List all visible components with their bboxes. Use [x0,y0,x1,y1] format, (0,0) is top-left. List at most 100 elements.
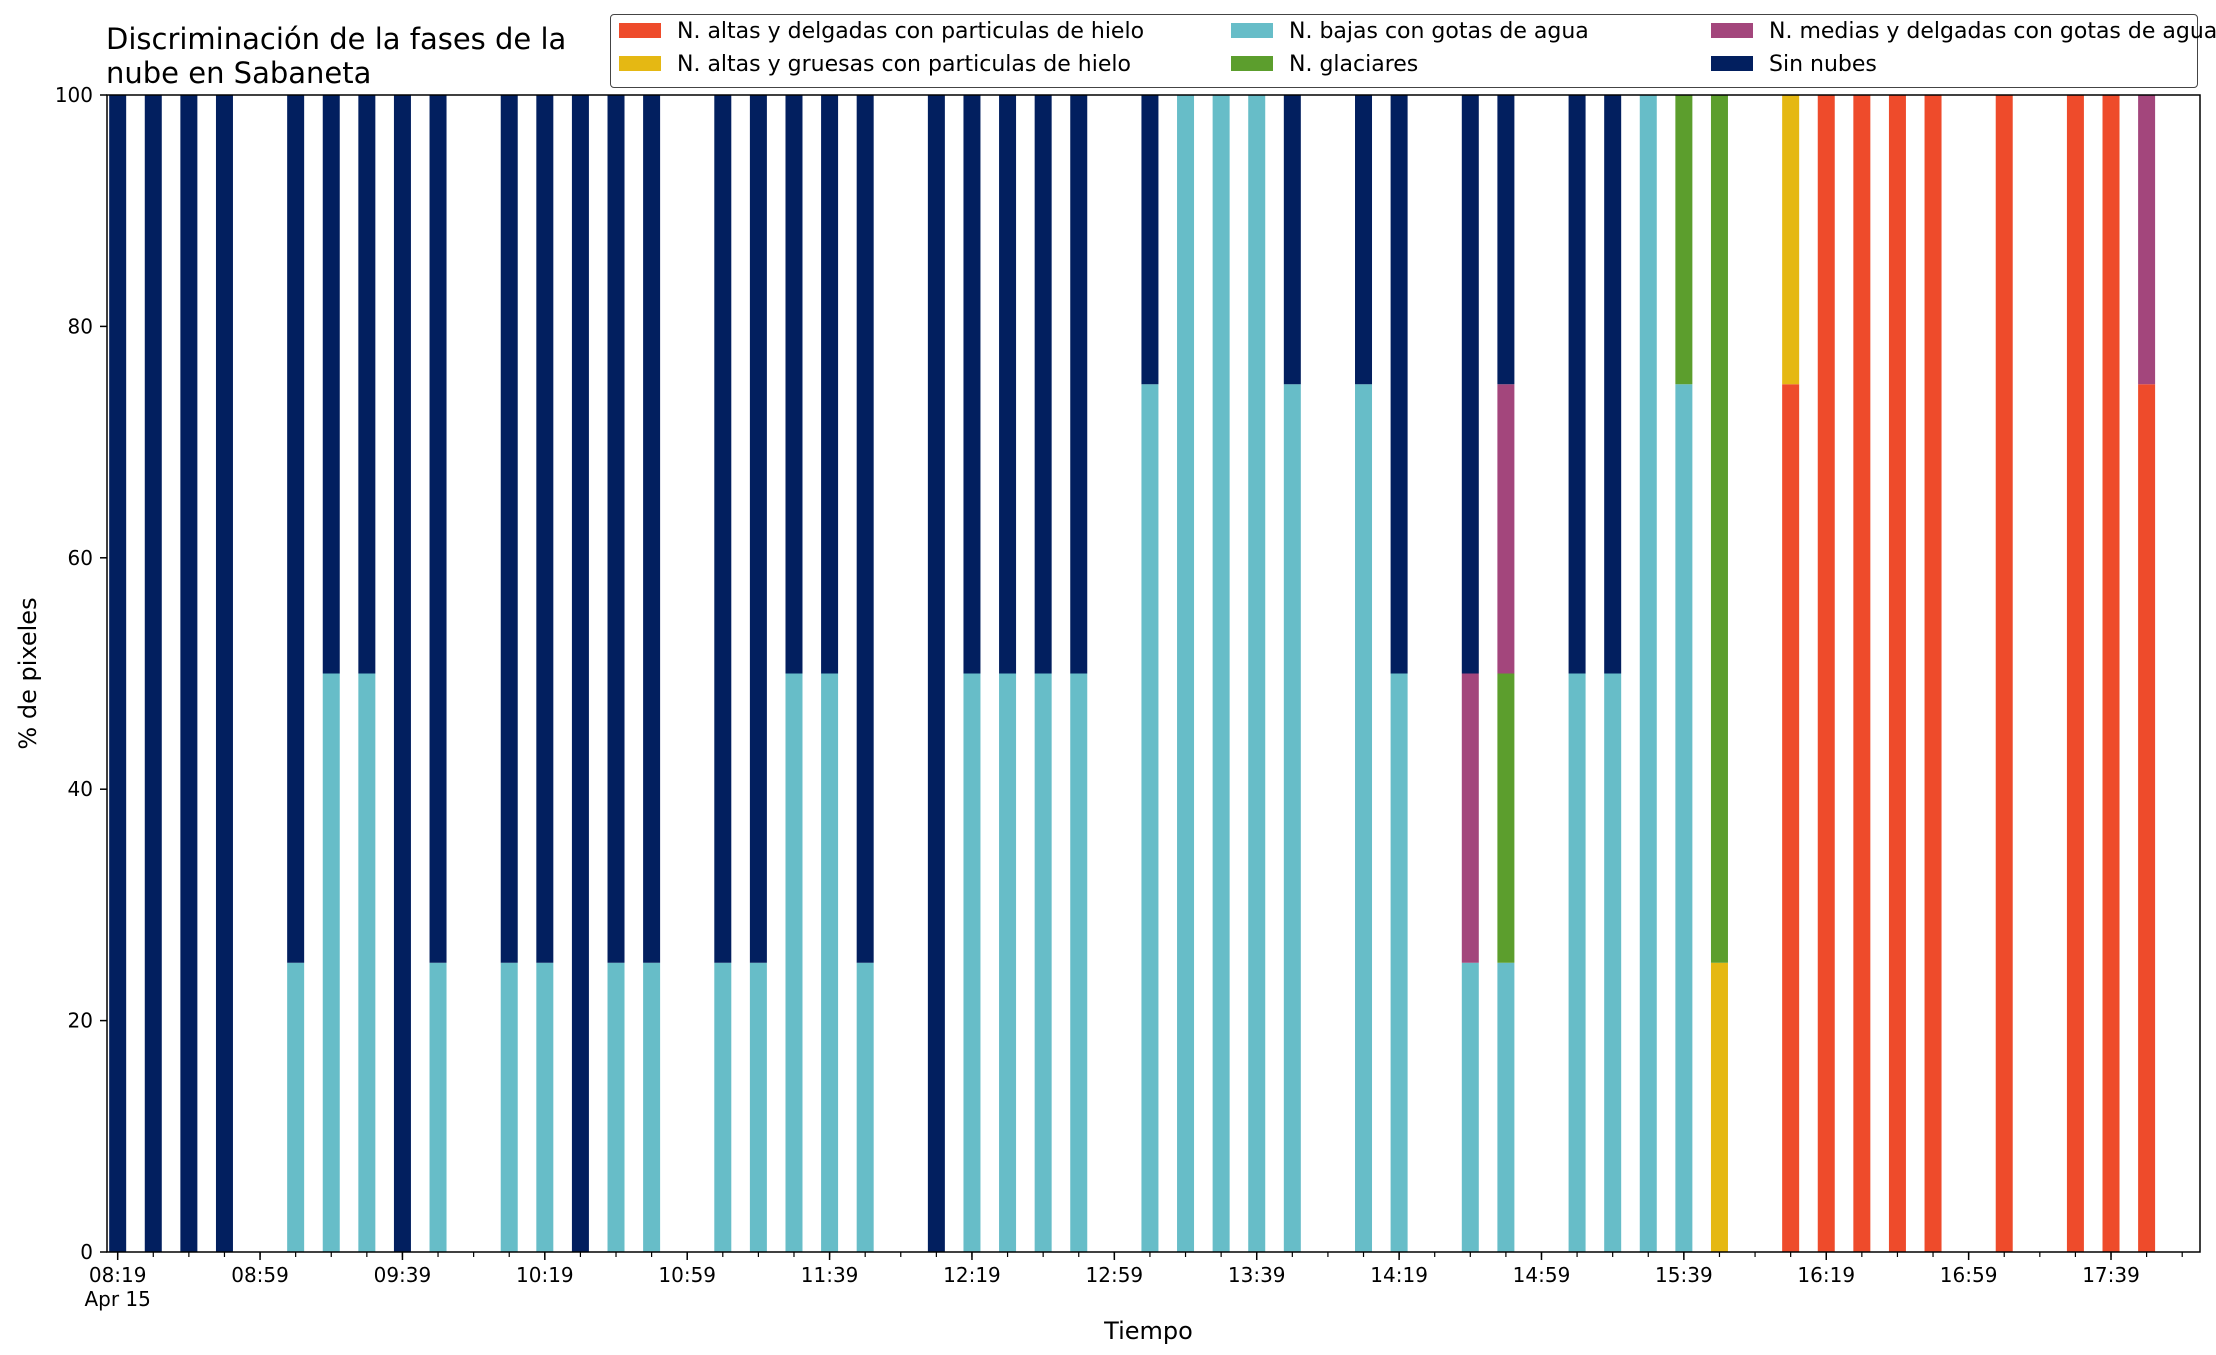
bar-segment [1070,95,1088,674]
bar-segment [1034,673,1052,1252]
bar-segment [927,95,945,1252]
bar-segment [1177,95,1195,1252]
bar-segment [1141,384,1159,1252]
bar-segment [1034,95,1052,674]
plot-frame [106,94,2201,1253]
bar-segment [749,962,767,1252]
bar-segment [536,962,554,1252]
x-tick-label: 09:39 [374,1263,432,1287]
bar-segment [1888,95,1906,1252]
bar-segment [322,673,340,1252]
legend-swatch [1231,22,1273,38]
bar-segment [821,673,839,1252]
bar-segment [287,95,305,963]
bar-segment [1924,95,1942,1252]
bar-segment [785,95,803,674]
bar-segment [607,962,625,1252]
bar-segment [1604,673,1622,1252]
legend-swatch [1711,55,1753,71]
legend-item-altas-delgadas: N. altas y delgadas con particulas de hi… [619,19,1144,45]
x-tick-label: 17:39 [2082,1263,2140,1287]
x-tick-label: 14:19 [1370,1263,1428,1287]
bar-segment [358,673,376,1252]
bar-segment [358,95,376,674]
bar-segment [144,95,162,1252]
bar-segment [999,95,1017,674]
bar-segment [749,95,767,963]
bar-segment [1497,384,1515,674]
bar-segment [1639,95,1657,1252]
bar-segment [2102,95,2120,1252]
bar-segment [1390,673,1408,1252]
bar-segment [393,95,411,1252]
bar-segment [287,962,305,1252]
bar-segment [1604,95,1622,674]
bar-segment [1283,95,1301,385]
bar-segment [714,962,732,1252]
legend-item-altas-gruesas: N. altas y gruesas con particulas de hie… [619,52,1131,78]
x-tick-label: 12:59 [1086,1263,1144,1287]
bar-segment [2138,95,2156,385]
bar-segment [1355,384,1373,1252]
bar-segment [1461,673,1479,963]
bar-segment [1283,384,1301,1252]
bar-segment [1568,673,1586,1252]
x-tick-label: 08:19 [89,1263,147,1287]
bar-segment [1212,95,1230,1252]
legend-label: N. altas y gruesas con particulas de hie… [677,52,1131,77]
x-tick-sublabel: Apr 15 [84,1287,150,1311]
bar-segment [856,95,874,963]
x-tick-label: 08:59 [231,1263,289,1287]
bar-segment [1710,962,1728,1252]
x-tick-label: 16:59 [1940,1263,1998,1287]
bar-segment [1497,95,1515,385]
legend-label: N. altas y delgadas con particulas de hi… [677,19,1145,44]
legend-label: Sin nubes [1769,52,1877,77]
x-axis-label: Tiempo [1103,1317,1193,1345]
legend-item-bajas: N. bajas con gotas de agua [1231,19,1589,45]
bars-layer [109,95,2156,1252]
x-tick-label: 12:19 [943,1263,1001,1287]
bar-segment [429,962,447,1252]
bar-segment [1141,95,1159,385]
legend-label: N. glaciares [1289,52,1419,77]
legend-swatch [619,55,661,71]
x-tick-label: 11:39 [801,1263,859,1287]
bar-segment [2138,384,2156,1252]
bar-segment [1497,962,1515,1252]
x-tick-label: 10:19 [516,1263,574,1287]
bar-segment [429,95,447,963]
bar-segment [821,95,839,674]
bar-segment [1390,95,1408,674]
legend-swatch [1711,22,1753,38]
bar-segment [1782,95,1800,385]
bar-segment [714,95,732,963]
x-tick-label: 10:59 [658,1263,716,1287]
legend-item-medias-delgadas: N. medias y delgadas con gotas de agua [1711,19,2216,45]
y-tick-label: 80 [68,314,93,338]
bar-segment [500,95,518,963]
chart-title-line-2: nube en Sabaneta [106,56,372,90]
x-tick-label: 16:19 [1797,1263,1855,1287]
bar-segment [785,673,803,1252]
bar-segment [1070,673,1088,1252]
bar-segment [571,95,589,1252]
bar-segment [1675,95,1693,385]
bar-segment [536,95,554,963]
x-tick-label: 14:59 [1513,1263,1571,1287]
x-tick-label: 15:39 [1655,1263,1713,1287]
x-tick-label: 13:39 [1228,1263,1286,1287]
bar-segment [1817,95,1835,1252]
bar-segment [999,673,1017,1252]
y-tick-label: 100 [55,83,93,107]
bar-segment [322,95,340,674]
chart-title-line-1: Discriminación de la fases de la [106,22,567,56]
legend-swatch [1231,55,1273,71]
legend-swatch [619,22,661,38]
bar-segment [1355,95,1373,385]
bar-segment [180,95,198,1252]
legend-item-sin-nubes: Sin nubes [1711,52,1877,78]
legend: N. altas y delgadas con particulas de hi… [610,14,2216,88]
legend-label: N. bajas con gotas de agua [1289,19,1589,44]
